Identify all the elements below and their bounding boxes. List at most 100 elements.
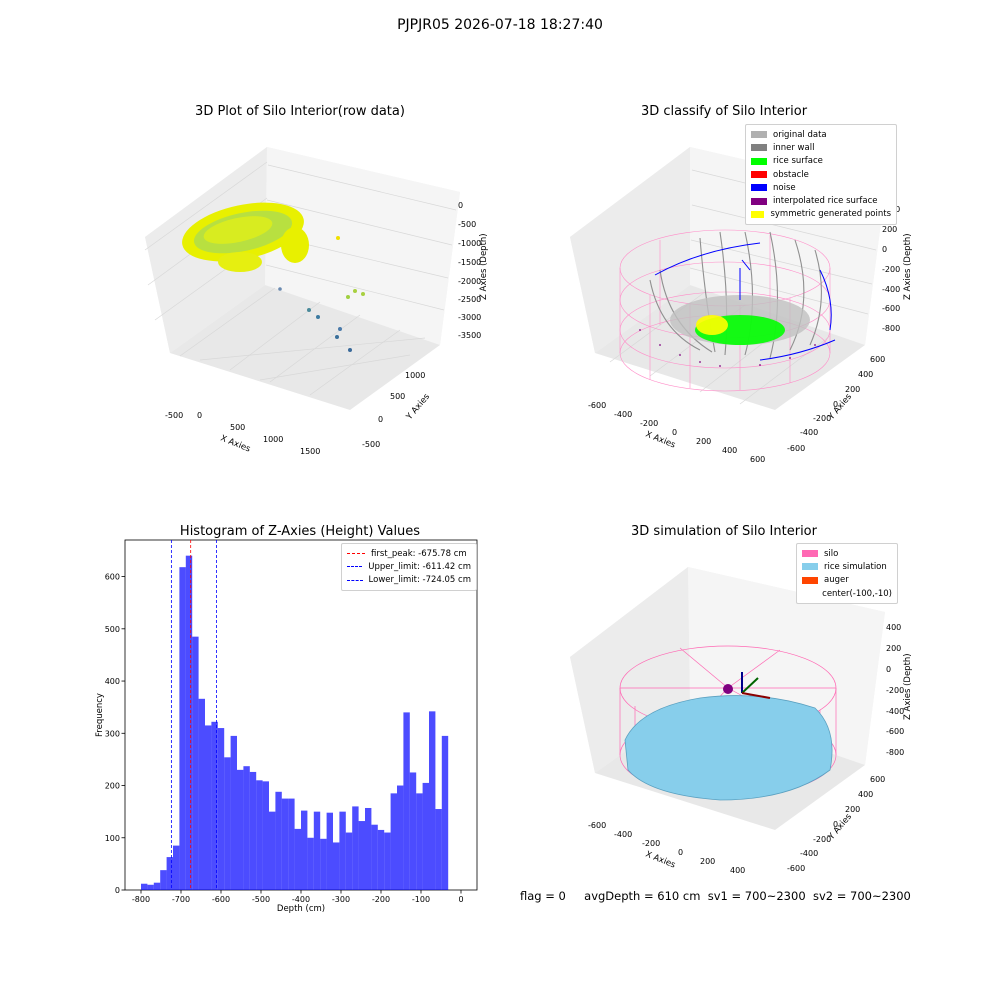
status-footer: flag = 0 avgDepth = 610 cm sv1 = 700~230…: [520, 889, 911, 903]
legend-swatch: [751, 157, 767, 165]
histogram-bar: [237, 769, 244, 890]
histogram-bar: [390, 793, 397, 890]
legend-swatch: [751, 210, 765, 218]
y-tick-label: 500: [105, 625, 120, 634]
histogram-bar: [211, 721, 218, 890]
raw-x-tick: 1000: [263, 435, 283, 444]
classify-z-tick: 200: [882, 225, 897, 234]
simulation-z-tick: 400: [886, 623, 901, 632]
histogram-bar: [377, 829, 385, 890]
histogram-bar: [365, 807, 372, 890]
classify-z-tick: -800: [882, 324, 900, 333]
legend-entry: first_peak: -675.78 cm: [347, 547, 471, 560]
simulation-x-tick: 0: [678, 848, 683, 857]
histogram-bar: [441, 735, 449, 890]
legend-entry: interpolated rice surface: [751, 194, 891, 207]
auger-axes: [741, 672, 771, 699]
histogram-bar: [173, 845, 180, 890]
classify-y-tick: -200: [813, 414, 831, 423]
simulation-x-tick: -200: [642, 839, 660, 848]
histogram-bar: [198, 698, 205, 890]
simulation-x-tick: -400: [614, 830, 632, 839]
raw-z-tick: -2500: [458, 295, 481, 304]
legend-line: [347, 553, 365, 555]
simulation-x-ticks: -600 -400 -200 0 200 400: [588, 821, 745, 875]
raw-z-tick: -3500: [458, 331, 481, 340]
classify-y-tick: 0: [833, 400, 838, 409]
x-tick-label: -300: [332, 895, 350, 904]
legend-swatch: [751, 197, 767, 205]
sv1-text: sv1 = 700~2300: [707, 889, 806, 903]
legend-entry: Lower_limit: -724.05 cm: [347, 574, 471, 587]
simulation-x-tick: 400: [730, 866, 745, 875]
classify-z-tick: 0: [882, 245, 887, 254]
simulation-x-tick: -600: [588, 821, 606, 830]
raw-y-tick: -500: [362, 440, 380, 449]
x-tick-label: -600: [212, 895, 230, 904]
simulation-y-tick: 0: [833, 820, 838, 829]
classify-z-tick: -600: [882, 304, 900, 313]
raw-x-ticks: -500 0 500 1000 1500: [165, 411, 320, 456]
simulation-z-tick: -800: [886, 748, 904, 757]
y-tick-label: 400: [105, 677, 120, 686]
histogram-bar: [288, 798, 295, 890]
legend-swatch: [751, 171, 767, 179]
classify-y-tick: 600: [870, 355, 885, 364]
classify-x-tick: -400: [614, 410, 632, 419]
raw-point-cloud: [182, 202, 365, 352]
histogram-title: Histogram of Z-Axies (Height) Values: [179, 524, 421, 539]
raw-x-tick: -500: [165, 411, 183, 420]
auger-marker: [723, 684, 733, 694]
histogram-bar: [416, 793, 423, 890]
simulation-y-label: Y Axies: [826, 812, 854, 843]
simulation-z-tick: 200: [886, 644, 901, 653]
histogram-legend: first_peak: -675.78 cm Upper_limit: -611…: [341, 543, 477, 591]
rice-simulation-surface: [624, 695, 833, 801]
classify-x-tick: 400: [722, 446, 737, 455]
x-tick-label: -500: [252, 895, 270, 904]
y-tick-label: 600: [105, 573, 120, 582]
simulation-z-label: Z Axies (Depth): [903, 653, 913, 720]
histogram-bar: [403, 712, 410, 890]
raw-z-tick: -2000: [458, 277, 481, 286]
histogram-bar: [352, 806, 359, 890]
histogram-bar: [256, 780, 263, 890]
x-tick-label: -200: [372, 895, 390, 904]
x-tick-label: -400: [292, 895, 310, 904]
legend-entry: Upper_limit: -611.42 cm: [347, 560, 471, 573]
legend-entry: rice surface: [751, 155, 891, 168]
classify-y-ticks: 600 400 200 0 -200 -400 -600: [787, 355, 885, 453]
legend-entry: auger: [802, 574, 892, 587]
y-tick-label: 100: [105, 834, 120, 843]
raw-x-tick: 500: [230, 423, 245, 432]
histogram-bar: [217, 728, 225, 890]
raw-y-tick: 0: [378, 415, 383, 424]
raw-plot: -500 0 500 1000 1500 X Axies 1000 500 0 …: [144, 147, 489, 456]
legend-entry: original data: [751, 128, 891, 141]
legend-entry: noise: [751, 181, 891, 194]
histogram-bars: [141, 555, 449, 890]
histogram-bar: [166, 857, 173, 890]
histogram-x-ticks: -800 -700 -600 -500 -400 -300 -200 -100 0: [132, 890, 464, 904]
classify-y-tick: -400: [800, 428, 818, 437]
legend-swatch: [802, 563, 818, 571]
y-tick-label: 200: [105, 782, 120, 791]
histogram-bar: [160, 870, 167, 890]
raw-plot-title: 3D Plot of Silo Interior(row data): [195, 104, 405, 119]
legend-line: [347, 579, 363, 581]
raw-x-tick: 1500: [300, 447, 320, 456]
histogram-y-label: Frequency: [95, 693, 105, 737]
histogram-bar: [179, 567, 186, 890]
legend-entry: silo: [802, 547, 892, 560]
classify-x-ticks: -600 -400 -200 0 200 400 600: [588, 401, 765, 464]
avg-depth-text: avgDepth = 610 cm: [584, 889, 701, 903]
raw-z-tick: -1000: [458, 239, 481, 248]
histogram-bar: [435, 809, 442, 890]
histogram-bar: [281, 798, 289, 890]
raw-z-label: Z Axies (Depth): [479, 233, 489, 300]
x-tick-label: -700: [172, 895, 190, 904]
legend-entry: inner wall: [751, 141, 891, 154]
legend-swatch: [802, 576, 818, 584]
histogram-bar: [153, 882, 161, 890]
histogram-bar: [224, 757, 231, 890]
